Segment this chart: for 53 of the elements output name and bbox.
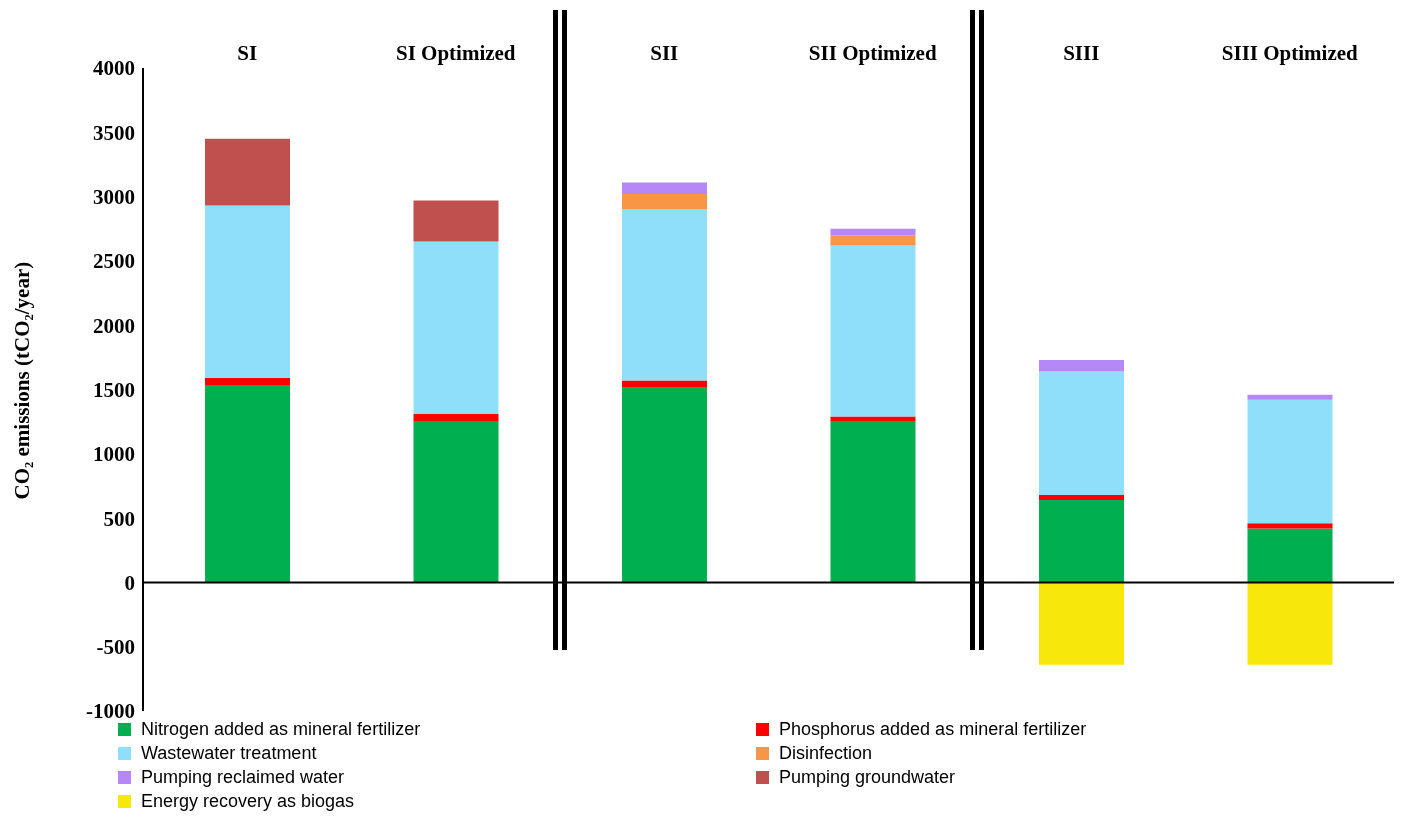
bar [1039,371,1124,495]
bar [830,416,916,422]
bar [1247,523,1333,529]
bar [1039,500,1124,583]
bar [622,209,707,381]
legend-label: Nitrogen added as mineral fertilizer [141,718,421,741]
bar [205,138,290,206]
bar [622,386,707,583]
legend-label: Wastewater treatment [141,742,317,765]
bar [830,245,916,417]
legend-label: Disinfection [779,742,873,765]
x-tick-label: SII Optimized [808,41,937,65]
bar [205,205,290,378]
x-tick-label: SII [650,41,679,65]
y-tick-label: 2000 [93,313,135,338]
y-tick-label: 500 [103,506,135,531]
bar [1247,394,1333,400]
y-tick-label: 3500 [93,120,135,145]
bar [830,421,916,583]
y-tick-label: 2500 [93,249,135,274]
x-tick-label: SI Optimized [395,41,516,65]
bar [413,241,499,414]
x-tick-label: SIII [1063,41,1100,65]
y-tick-label: -500 [96,635,135,660]
bar [622,194,707,210]
y-tick-label: 1000 [93,442,135,467]
bar [622,182,707,195]
y-tick-label: 3000 [93,185,135,210]
bar [1039,494,1124,501]
y-axis-title: CO₂ emissions (tCO₂/year) [10,261,35,500]
bar [830,228,916,236]
bar [1247,399,1333,524]
y-tick-label: -1000 [86,699,135,724]
y-tick-label: 4000 [93,56,135,81]
bar [1039,582,1124,665]
bar [413,200,499,242]
legend-label: Energy recovery as biogas [141,790,355,813]
bar [1039,359,1124,372]
bar [205,377,290,386]
x-tick-label: SI [237,41,258,65]
bar [413,413,499,422]
x-tick-label: SIII Optimized [1221,41,1359,65]
y-tick-label: 0 [124,570,135,595]
bar [1247,582,1333,665]
y-tick-label: 1500 [93,377,135,402]
bar [622,380,707,387]
legend-label: Pumping reclaimed water [141,766,345,789]
legend-label: Pumping groundwater [779,766,956,789]
bar [413,421,499,583]
bar [1247,528,1333,583]
legend-label: Phosphorus added as mineral fertilizer [779,718,1087,741]
bar [830,235,916,246]
bar [205,385,290,583]
